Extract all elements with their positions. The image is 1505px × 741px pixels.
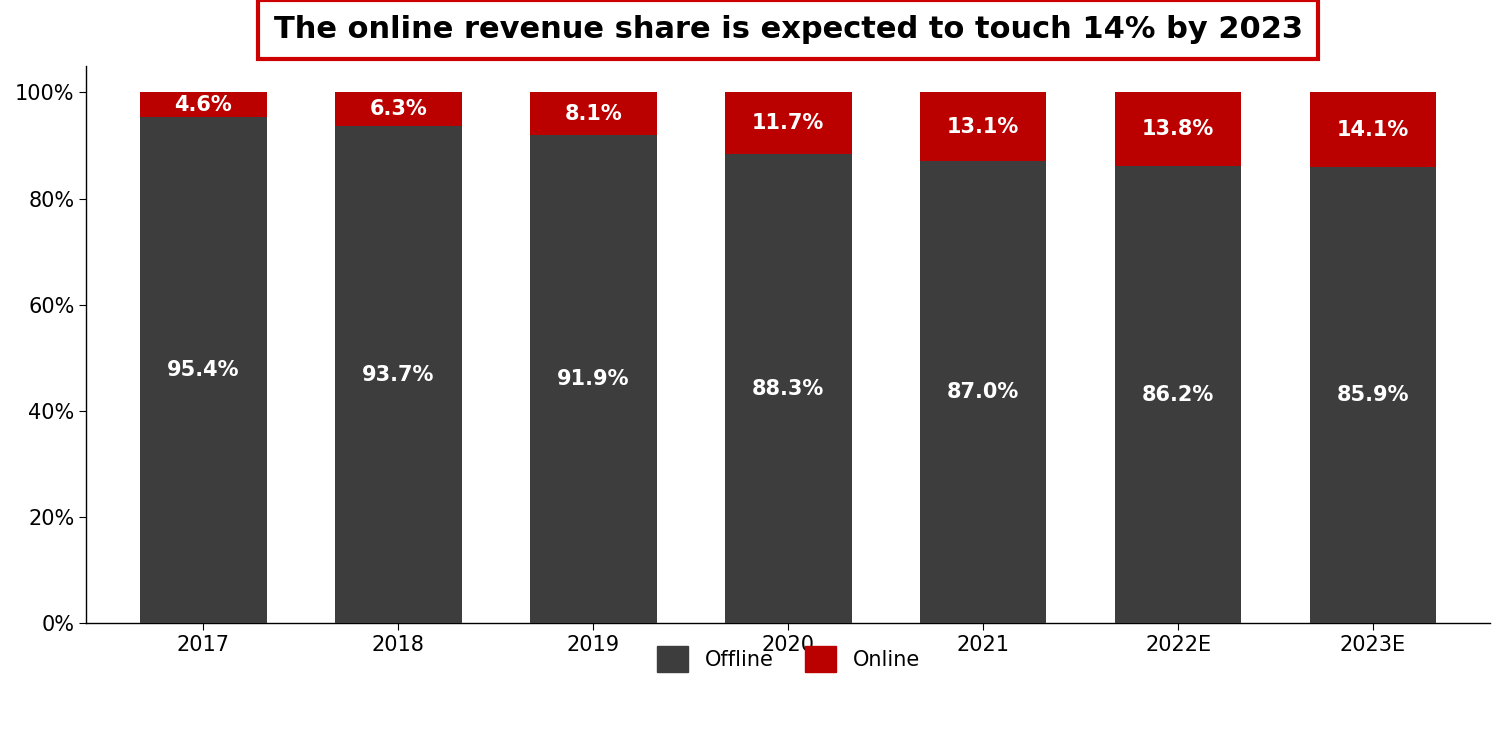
Text: 93.7%: 93.7% (363, 365, 435, 385)
Text: 85.9%: 85.9% (1336, 385, 1409, 405)
Text: 86.2%: 86.2% (1142, 385, 1215, 405)
Bar (725, 93, 852, 154)
Bar (1115, 93, 1242, 166)
Bar (336, 93, 462, 126)
Title: The online revenue share is expected to touch 14% by 2023: The online revenue share is expected to … (274, 15, 1303, 44)
Text: 13.8%: 13.8% (1142, 119, 1215, 139)
Text: 8.1%: 8.1% (564, 104, 622, 124)
Text: 6.3%: 6.3% (369, 99, 427, 119)
Text: 95.4%: 95.4% (167, 360, 239, 380)
Bar (1309, 167, 1436, 623)
Text: 4.6%: 4.6% (175, 95, 232, 115)
Text: 91.9%: 91.9% (557, 370, 629, 390)
Bar (140, 93, 266, 117)
Bar (530, 93, 656, 136)
Text: 11.7%: 11.7% (752, 113, 825, 133)
Text: 87.0%: 87.0% (947, 382, 1019, 402)
Text: 88.3%: 88.3% (752, 379, 825, 399)
Bar (1309, 93, 1436, 167)
Bar (530, 136, 656, 623)
Bar (1115, 166, 1242, 623)
Bar (725, 154, 852, 623)
Bar (336, 126, 462, 623)
Legend: Offline, Online: Offline, Online (649, 638, 929, 680)
Text: 14.1%: 14.1% (1336, 120, 1409, 140)
Text: 13.1%: 13.1% (947, 116, 1019, 136)
Bar (920, 92, 1046, 162)
Bar (140, 117, 266, 623)
Bar (920, 162, 1046, 623)
